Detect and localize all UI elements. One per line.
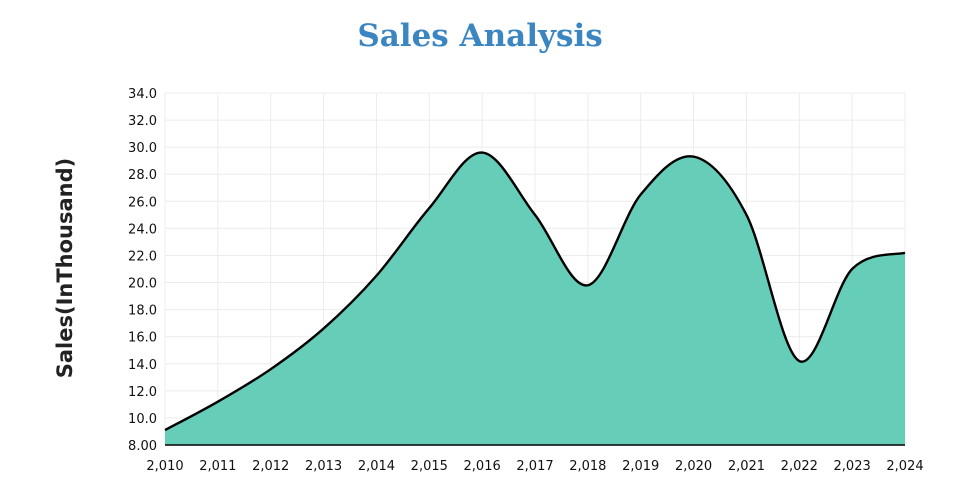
series-line [164, 151, 906, 432]
y-axis-label: Sales(InThousand) [53, 158, 77, 379]
y-tick-labels: 8.00 10.0 12.0 14.0 16.0 18.0 20.0 22.0 24.0 26.0… [128, 87, 157, 454]
x-tick-label: 2,014 [358, 459, 395, 474]
x-tick-label: 2,016 [464, 459, 501, 474]
y-tick-label: 30.0 [128, 141, 157, 156]
y-tick-label: 12.0 [128, 385, 157, 400]
x-tick-label: 2,023 [834, 459, 871, 474]
area-fill [165, 152, 905, 446]
x-tick-label: 2,022 [781, 459, 818, 474]
y-tick-label: 20.0 [128, 277, 157, 292]
x-tick-label: 2,010 [146, 459, 183, 474]
y-tick-label: 24.0 [128, 222, 157, 237]
y-tick-label: 22.0 [128, 249, 157, 264]
x-tick-label: 2,018 [569, 459, 606, 474]
y-tick-label: 8.00 [128, 439, 157, 454]
y-tick-label: 16.0 [128, 331, 157, 346]
x-tick-label: 2,015 [411, 459, 448, 474]
x-tick-label: 2,020 [675, 459, 712, 474]
x-tick-label: 2,013 [305, 459, 342, 474]
y-tick-label: 26.0 [128, 195, 157, 210]
x-tick-label: 2,019 [622, 459, 659, 474]
x-tick-labels: 2,010 2,011 2,012 2,013 2,014 2,015 2,016 2,017… [146, 459, 923, 474]
y-tick-label: 14.0 [128, 358, 157, 373]
y-tick-label: 32.0 [128, 114, 157, 129]
x-tick-label: 2,012 [252, 459, 289, 474]
y-tick-label: 34.0 [128, 87, 157, 102]
x-tick-label: 2,011 [199, 459, 236, 474]
y-tick-label: 10.0 [128, 412, 157, 427]
y-tick-label: 18.0 [128, 304, 157, 319]
chart-title: Sales Analysis [357, 18, 603, 54]
y-tick-label: 28.0 [128, 168, 157, 183]
x-tick-label: 2,017 [516, 459, 553, 474]
x-tick-label: 2,024 [886, 459, 923, 474]
x-tick-label: 2,021 [728, 459, 765, 474]
